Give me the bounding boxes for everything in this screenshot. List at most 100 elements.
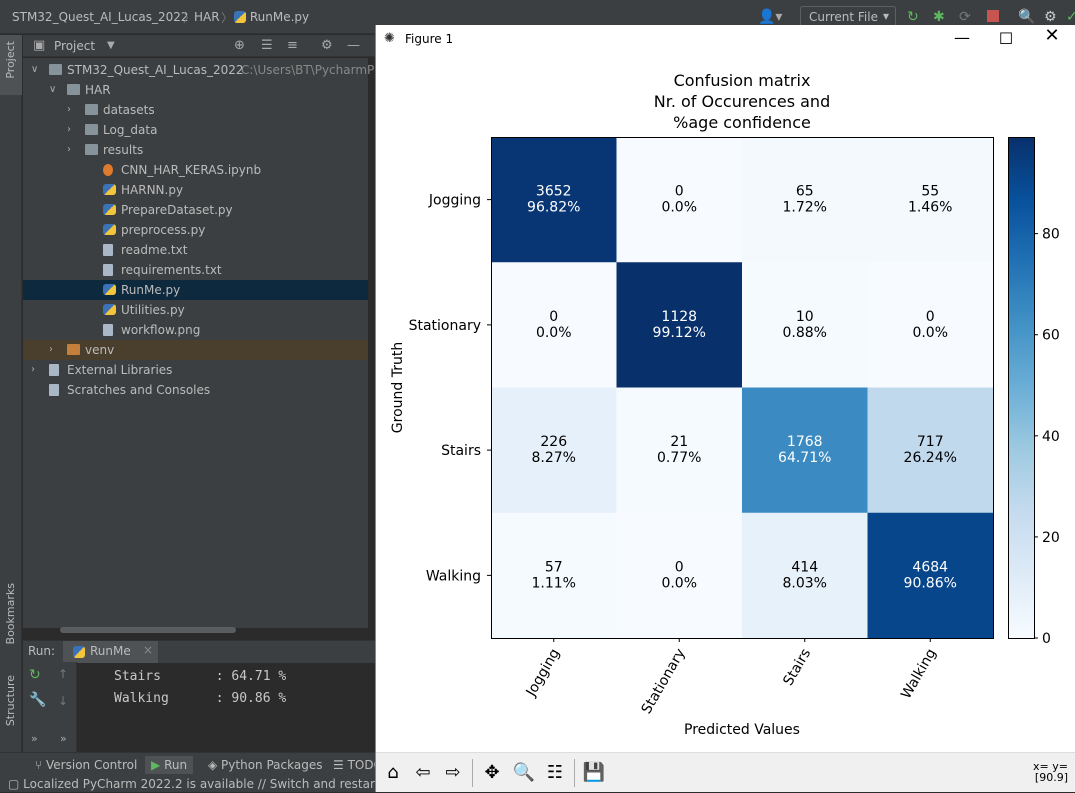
- back-icon[interactable]: ⇦: [415, 762, 431, 783]
- breadcrumb-folder[interactable]: HAR: [194, 10, 220, 24]
- tree-item-label: CNN_HAR_KERAS.ipynb: [121, 163, 262, 177]
- tab-run[interactable]: ▶ Run: [145, 756, 194, 774]
- chevron-down-icon[interactable]: ∨: [49, 84, 57, 95]
- folder-icon: [85, 104, 98, 115]
- save-icon[interactable]: 💾: [582, 762, 606, 783]
- cell-percent-label: 0.0%: [661, 575, 697, 591]
- chevron-right-icon[interactable]: ›: [67, 124, 71, 135]
- tree-item[interactable]: requirements.txt: [23, 260, 368, 280]
- more-icon[interactable]: »: [60, 732, 67, 745]
- cursor-coordinates: x= y= [90.9]: [1033, 761, 1068, 783]
- tree-item[interactable]: HARNN.py: [23, 180, 368, 200]
- figure-window: ✺ Figure 1 — ☐ ✕ Confusion ma: [375, 25, 1075, 792]
- tab-python-packages[interactable]: ◈ Python Packages: [208, 758, 323, 772]
- search-icon[interactable]: 🔍: [1018, 9, 1036, 25]
- locate-icon[interactable]: ⊕: [234, 38, 245, 53]
- console-line: Stairs : 64.71 %: [114, 669, 287, 684]
- debug-icon[interactable]: ✱: [933, 9, 945, 25]
- cell-percent-label: 64.71%: [778, 450, 831, 466]
- pan-icon[interactable]: ✥: [484, 762, 500, 783]
- hide-icon[interactable]: —: [347, 38, 360, 53]
- colorbar-tick-label: 80: [1042, 227, 1060, 243]
- collapse-all-icon[interactable]: ≡: [287, 38, 298, 53]
- user-icon[interactable]: 👤▾: [758, 9, 783, 25]
- cell-count-label: 55: [921, 184, 939, 200]
- chevron-down-icon[interactable]: ▼: [107, 40, 115, 51]
- folder-icon: [85, 124, 98, 135]
- tree-item-label: workflow.png: [121, 323, 201, 337]
- cell-percent-label: 1.46%: [908, 200, 952, 216]
- chevron-right-icon[interactable]: ›: [67, 104, 71, 115]
- home-icon[interactable]: ⌂: [387, 762, 399, 783]
- close-icon[interactable]: ×: [143, 643, 154, 657]
- chevron-right-icon[interactable]: ›: [67, 144, 71, 155]
- tree-item[interactable]: readme.txt: [23, 240, 368, 260]
- check-icon[interactable]: ✓: [1066, 9, 1075, 25]
- tab-todo[interactable]: ☰ TODO: [333, 758, 384, 772]
- tree-item[interactable]: › Log_data: [23, 120, 368, 140]
- tree-item[interactable]: CNN_HAR_KERAS.ipynb: [23, 160, 368, 180]
- down-arrow-icon[interactable]: ↓: [58, 694, 69, 708]
- project-tool-tab[interactable]: Project: [4, 41, 17, 79]
- run-tab[interactable]: RunMe ×: [63, 641, 158, 663]
- tree-item-label: HAR: [85, 83, 111, 97]
- gear-icon[interactable]: ⚙: [321, 38, 333, 53]
- bookmarks-tool-tab[interactable]: Bookmarks: [4, 583, 17, 645]
- stop-icon[interactable]: [987, 10, 999, 22]
- cell-count-label: 226: [540, 434, 567, 450]
- status-message[interactable]: ▢ Localized PyCharm 2022.2 is available …: [0, 775, 405, 793]
- horizontal-scrollbar[interactable]: [60, 627, 236, 633]
- tree-item[interactable]: preprocess.py: [23, 220, 368, 240]
- breadcrumb-file[interactable]: RunMe.py: [234, 10, 309, 24]
- heatmap-cell: [616, 262, 743, 388]
- tree-item[interactable]: RunMe.py: [23, 280, 368, 300]
- expand-all-icon[interactable]: ☰: [261, 38, 273, 53]
- heatmap-cell: [867, 387, 994, 514]
- python-file-icon: [103, 224, 116, 235]
- run-panel-toolbar: ↻ ↑ 🔧 ↓ » »: [23, 662, 77, 752]
- tree-item[interactable]: › results: [23, 140, 368, 160]
- status-message-text: Localized PyCharm 2022.2 is available //…: [23, 777, 405, 791]
- tree-item[interactable]: › datasets: [23, 100, 368, 120]
- wrench-icon[interactable]: 🔧: [29, 692, 47, 708]
- tree-item-label: preprocess.py: [121, 223, 206, 237]
- minimize-icon[interactable]: —: [954, 28, 970, 47]
- chevron-right-icon[interactable]: ›: [49, 344, 53, 355]
- forward-icon[interactable]: ⇨: [445, 762, 461, 783]
- tree-item[interactable]: › venv: [23, 340, 368, 360]
- structure-tool-tab[interactable]: Structure: [4, 675, 17, 727]
- gear-icon[interactable]: ⚙: [1044, 9, 1057, 25]
- chevron-right-icon[interactable]: ›: [31, 364, 35, 375]
- zoom-icon[interactable]: 🔍: [512, 762, 536, 783]
- more-icon[interactable]: »: [31, 732, 38, 745]
- cell-count-label: 0: [675, 559, 684, 575]
- tab-label: Python Packages: [221, 758, 323, 772]
- configure-subplots-icon[interactable]: ☷: [546, 762, 564, 783]
- left-tool-strip: Project Bookmarks Structure: [0, 35, 22, 775]
- tree-item-label: results: [103, 143, 144, 157]
- chevron-down-icon[interactable]: ∨: [31, 64, 39, 75]
- up-arrow-icon[interactable]: ↑: [58, 667, 69, 681]
- breadcrumb-project[interactable]: STM32_Quest_AI_Lucas_2022: [12, 10, 189, 24]
- close-icon[interactable]: ✕: [1044, 25, 1060, 46]
- coverage-icon[interactable]: ⟳: [959, 9, 971, 25]
- tree-item[interactable]: Utilities.py: [23, 300, 368, 320]
- x-axis-label: Predicted Values: [684, 722, 800, 738]
- tree-item[interactable]: › External Libraries: [23, 360, 368, 380]
- tree-item[interactable]: workflow.png: [23, 320, 368, 340]
- run-panel-header: Run: RunMe ×: [23, 641, 375, 663]
- text-file-icon: [103, 244, 113, 256]
- tree-item[interactable]: PrepareDataset.py: [23, 200, 368, 220]
- project-panel-title[interactable]: Project: [54, 39, 96, 53]
- tree-item-label: Log_data: [103, 123, 158, 137]
- tree-item[interactable]: ∨ HAR: [23, 80, 368, 100]
- tree-item[interactable]: Scratches and Consoles: [23, 380, 368, 400]
- rerun-icon[interactable]: ↻: [29, 667, 41, 683]
- heatmap-cells: 365296.82%00.0%651.72%551.46%00.0%112899…: [491, 137, 994, 639]
- project-tree: ∨ STM32_Quest_AI_Lucas_2022 C:\Users\BT\Py…: [23, 58, 374, 628]
- cell-count-label: 0: [675, 184, 684, 200]
- rerun-icon[interactable]: ↻: [907, 9, 919, 25]
- tree-item[interactable]: ∨ STM32_Quest_AI_Lucas_2022 C:\Users\BT\Py…: [23, 60, 374, 80]
- maximize-icon[interactable]: ☐: [998, 29, 1014, 48]
- tab-version-control[interactable]: ⑂ Version Control: [35, 758, 138, 772]
